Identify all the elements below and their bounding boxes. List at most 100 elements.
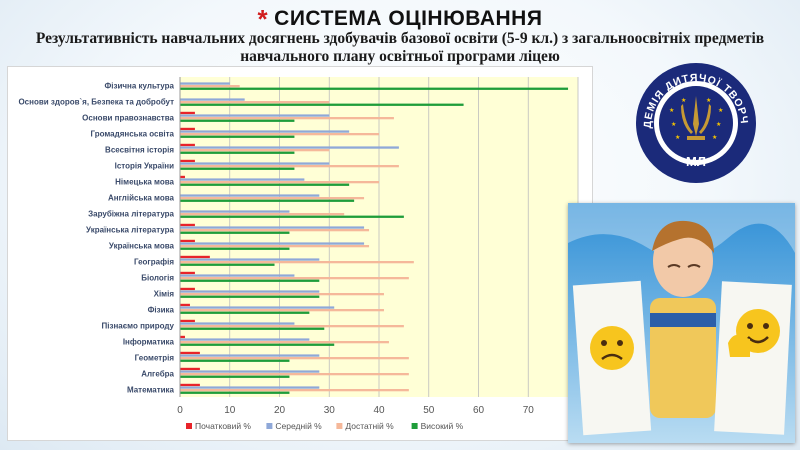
legend-swatch xyxy=(186,423,192,429)
bar xyxy=(180,271,195,275)
trident-emblem-icon xyxy=(681,96,711,140)
category-label: Хімія xyxy=(154,290,175,299)
category-label: Геометрія xyxy=(135,354,175,363)
sad-sign xyxy=(572,280,652,436)
bar xyxy=(180,338,310,341)
chart-caption: Результативність навчальних досягнень зд… xyxy=(20,30,780,66)
bar xyxy=(180,133,379,136)
svg-text:★: ★ xyxy=(716,121,721,128)
chart-caption-line-1: Результативність навчальних досягнень зд… xyxy=(35,30,765,47)
bar xyxy=(180,101,330,104)
bar xyxy=(180,229,370,232)
x-tick-label: 10 xyxy=(224,405,236,416)
chart-caption-line-2: навчального плану освітньої програми ліц… xyxy=(240,48,560,65)
category-label: Основи здоров`я, Безпека та добробут xyxy=(18,98,174,107)
category-label: Українська література xyxy=(86,226,174,235)
x-tick-label: 40 xyxy=(373,405,385,416)
svg-text:★: ★ xyxy=(718,107,723,114)
bar xyxy=(180,82,230,85)
sad-emoji-icon xyxy=(590,326,634,370)
category-label: Алгебра xyxy=(141,370,174,379)
bar xyxy=(180,85,240,88)
bar xyxy=(180,130,350,133)
bar xyxy=(180,335,185,339)
bar xyxy=(180,210,290,213)
boy-figure xyxy=(650,220,716,418)
bar xyxy=(180,357,409,360)
bar xyxy=(180,239,195,243)
bar xyxy=(180,354,320,357)
legend-label: Середній % xyxy=(275,421,322,431)
bar xyxy=(180,327,325,330)
category-label: Фізична культура xyxy=(104,82,174,91)
thumbs-up-icon xyxy=(728,335,750,357)
svg-text:★: ★ xyxy=(675,134,680,141)
bar xyxy=(180,231,290,234)
category-label: Інформатика xyxy=(123,338,175,347)
bar xyxy=(180,183,350,186)
bar xyxy=(180,277,409,280)
bar xyxy=(180,375,290,378)
x-tick-label: 60 xyxy=(473,405,485,416)
bar xyxy=(180,178,305,181)
bar xyxy=(180,290,320,293)
bar xyxy=(180,119,295,122)
bar xyxy=(180,373,409,376)
x-tick-label: 0 xyxy=(177,405,183,416)
category-label: Українська мова xyxy=(109,242,175,251)
bar xyxy=(180,162,330,165)
bar xyxy=(180,197,365,200)
legend-label: Початковий % xyxy=(195,421,251,431)
bar xyxy=(180,263,275,266)
svg-text:★: ★ xyxy=(669,107,674,114)
bar xyxy=(180,319,195,323)
title-text: СИСТЕМА ОЦІНЮВАННЯ xyxy=(274,7,543,30)
bar xyxy=(180,343,335,346)
category-label: Біологія xyxy=(141,274,174,283)
bar xyxy=(180,295,320,298)
svg-text:★: ★ xyxy=(681,97,686,104)
category-label: Фізика xyxy=(148,306,175,315)
slide-title: * СИСТЕМА ОЦІНЮВАННЯ xyxy=(0,4,800,35)
bar xyxy=(180,258,320,261)
legend-swatch xyxy=(411,423,418,429)
bar xyxy=(180,279,320,282)
x-tick-label: 20 xyxy=(274,405,286,416)
bar xyxy=(180,194,320,197)
bar xyxy=(180,287,195,291)
legend-label: Достатній % xyxy=(345,421,394,431)
bar xyxy=(180,143,195,147)
category-label: Німецька мова xyxy=(115,178,174,187)
bar xyxy=(180,309,384,312)
bar xyxy=(180,383,200,387)
bar xyxy=(180,181,379,184)
bar xyxy=(180,391,290,394)
bar xyxy=(180,389,409,392)
bar xyxy=(180,255,210,259)
bar xyxy=(180,247,290,250)
bar xyxy=(180,274,295,277)
bar xyxy=(180,146,399,149)
bar xyxy=(180,367,200,371)
bar xyxy=(180,311,310,314)
category-label: Всесвітня історія xyxy=(105,146,174,155)
boy-with-signs-photo xyxy=(568,203,795,443)
bar xyxy=(180,127,195,131)
svg-text:★: ★ xyxy=(706,97,711,104)
bar xyxy=(180,215,404,218)
category-label: Історія України xyxy=(115,162,174,171)
bar xyxy=(180,175,185,179)
bar xyxy=(180,226,365,229)
bar xyxy=(180,359,290,362)
bar xyxy=(180,303,190,307)
bar xyxy=(180,87,569,90)
bar xyxy=(180,242,365,245)
bar xyxy=(180,386,320,389)
bar xyxy=(180,322,295,325)
bar xyxy=(180,151,295,154)
x-tick-label: 30 xyxy=(324,405,336,416)
bar xyxy=(180,103,464,106)
bar xyxy=(180,199,355,202)
bar xyxy=(180,111,195,115)
bar xyxy=(180,114,330,117)
